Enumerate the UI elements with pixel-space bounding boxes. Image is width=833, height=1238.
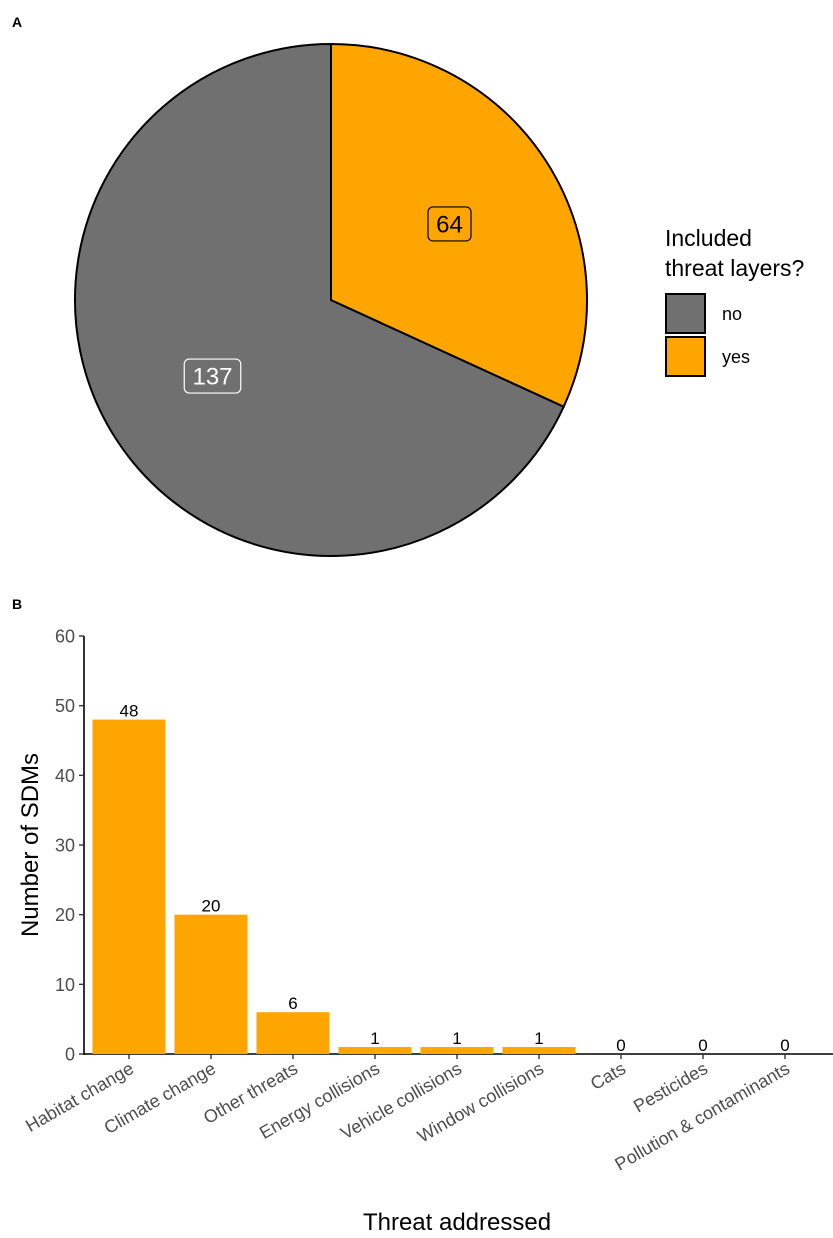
bar-value-label: 1 (452, 1029, 461, 1048)
legend-label-yes: yes (722, 347, 750, 367)
x-tick-label: Cats (587, 1058, 629, 1094)
y-tick-label: 10 (55, 975, 75, 995)
legend: Included threat layers? no yes (665, 225, 804, 377)
bar-value-label: 1 (370, 1029, 379, 1048)
panel-a-tag: A (12, 14, 22, 30)
bar (338, 1047, 412, 1054)
legend-swatch-no (665, 293, 706, 334)
bar (92, 719, 166, 1054)
bar (420, 1047, 494, 1054)
bar-value-label: 1 (534, 1029, 543, 1048)
bar (502, 1047, 576, 1054)
pie-slice-no (74, 42, 566, 557)
y-tick-label: 60 (55, 627, 75, 647)
y-axis-title: Number of SDMs (17, 753, 44, 937)
bar-value-label: 0 (698, 1036, 707, 1055)
bar (174, 914, 248, 1054)
y-tick-label: 0 (65, 1045, 75, 1065)
bar (256, 1012, 330, 1054)
legend-label-no: no (722, 304, 742, 324)
x-axis-title: Threat addressed (363, 1209, 551, 1236)
legend-title-line2: threat layers? (665, 255, 804, 281)
legend-swatch-yes (665, 336, 706, 377)
legend-title-line1: Included (665, 225, 752, 251)
pie-value-label-yes: 64 (436, 211, 463, 238)
bar-value-label: 48 (120, 702, 139, 721)
bar-value-label: 20 (202, 897, 221, 916)
bar-value-label: 0 (780, 1036, 789, 1055)
pie-chart: 137 64 (74, 42, 588, 557)
pie-label-box-yes (427, 206, 472, 242)
y-tick-label: 40 (55, 766, 75, 786)
pie-value-label-no: 137 (192, 364, 232, 391)
bar-value-label: 0 (616, 1036, 625, 1055)
y-tick-label: 30 (55, 836, 75, 856)
pie-label-box-no (183, 358, 242, 394)
panel-b-tag: B (12, 596, 22, 612)
y-tick-label: 20 (55, 905, 75, 925)
y-tick-label: 50 (55, 696, 75, 716)
bar-value-label: 6 (288, 994, 297, 1013)
